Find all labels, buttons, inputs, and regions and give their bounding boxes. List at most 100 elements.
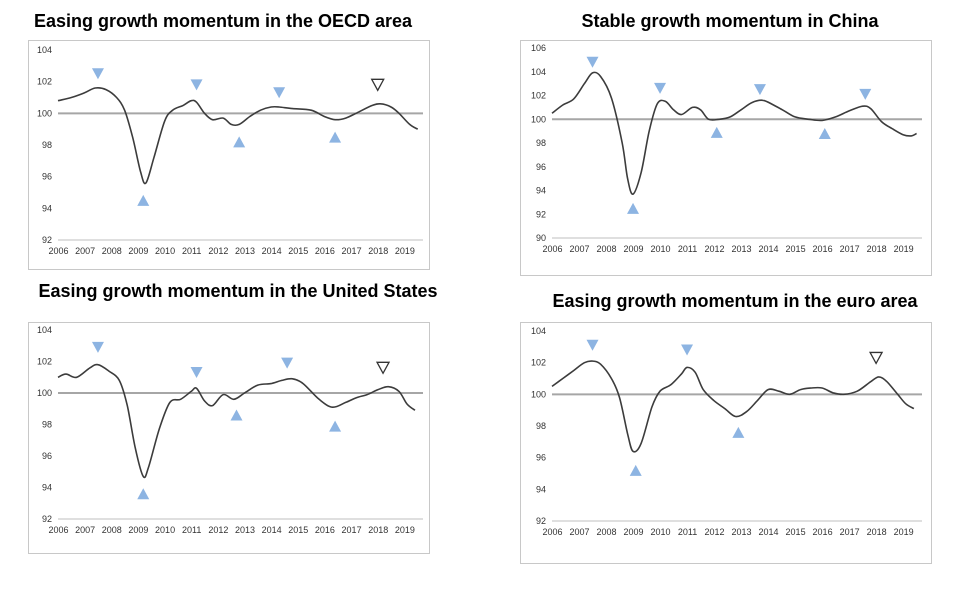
y-tick-label: 90 (536, 233, 546, 243)
x-tick-label: 2009 (128, 525, 148, 535)
peak-marker-down-triangle (868, 351, 884, 365)
x-tick-label: 2015 (288, 525, 308, 535)
x-tick-label: 2013 (235, 246, 255, 256)
x-tick-label: 2013 (732, 244, 752, 254)
x-tick-label: 2010 (651, 244, 671, 254)
chart-svg: 92 94 96 98 100 102 104 2006 2007 2008 2009 2010 201… (37, 325, 423, 535)
x-tick-label: 2019 (395, 246, 415, 256)
x-tick-label: 2015 (288, 246, 308, 256)
y-tick-label: 104 (37, 45, 52, 55)
x-tick-label: 2017 (840, 244, 860, 254)
x-tick-label: 2012 (208, 246, 228, 256)
x-tick-label: 2010 (651, 527, 671, 537)
x-tick-label: 2008 (102, 525, 122, 535)
x-tick-label: 2013 (732, 527, 752, 537)
x-tick-label: 2013 (235, 525, 255, 535)
x-tick-label: 2019 (395, 525, 415, 535)
peak-marker-down-triangle (281, 357, 294, 369)
chart-title: Stable growth momentum in China (581, 11, 879, 31)
x-tick-label: 2017 (342, 246, 362, 256)
x-tick-label: 2014 (262, 246, 282, 256)
y-tick-label: 100 (37, 388, 52, 398)
y-tick-label: 92 (42, 235, 52, 245)
x-tick-label: 2009 (624, 244, 644, 254)
y-tick-label: 104 (531, 326, 546, 336)
trough-marker-up-triangle (137, 194, 150, 206)
y-tick-label: 102 (37, 357, 52, 367)
trough-marker-up-triangle (732, 426, 745, 438)
x-tick-label: 2007 (569, 527, 589, 537)
x-tick-label: 2015 (786, 244, 806, 254)
x-tick-label: 2011 (678, 244, 697, 254)
trough-marker-up-triangle (329, 131, 342, 143)
x-tick-label: 2012 (705, 244, 725, 254)
peak-marker-down-triangle (753, 84, 766, 96)
trough-marker-up-triangle (137, 488, 150, 500)
series-line (551, 71, 917, 195)
x-tick-label: 2012 (208, 525, 228, 535)
peak-marker-down-triangle (586, 56, 599, 68)
x-tick-label: 2006 (542, 244, 562, 254)
x-tick-label: 2018 (368, 525, 388, 535)
x-tick-label: 2015 (786, 527, 806, 537)
trough-marker-up-triangle (230, 409, 243, 421)
x-tick-label: 2018 (368, 246, 388, 256)
x-tick-label: 2008 (596, 527, 616, 537)
x-tick-label: 2012 (705, 527, 725, 537)
peak-marker-down-triangle (190, 79, 203, 91)
chart-panel-china: Stable growth momentum in China 90 92 94 96… (520, 8, 940, 276)
x-tick-label: 2008 (102, 246, 122, 256)
trough-marker-up-triangle (329, 420, 342, 432)
y-tick-label: 100 (37, 108, 52, 118)
trough-marker-up-triangle (233, 136, 246, 148)
chart-svg: 92 94 96 98 100 102 104 2006 2007 2008 2009 2010 201… (37, 45, 423, 256)
peak-marker-down-triangle (91, 341, 104, 353)
chart-panel-euro: Easing growth momentum in the euro area … (520, 282, 960, 564)
peak-marker-down-triangle (273, 87, 286, 99)
peak-marker-down-triangle (375, 361, 391, 375)
peak-marker-down-triangle (654, 82, 667, 94)
y-tick-label: 98 (42, 140, 52, 150)
chart-title: Easing growth momentum in the euro area (552, 291, 918, 311)
y-tick-label: 102 (37, 77, 52, 87)
y-tick-label: 104 (37, 325, 52, 335)
x-tick-label: 2016 (315, 525, 335, 535)
y-tick-label: 92 (536, 209, 546, 219)
x-tick-label: 2019 (894, 527, 914, 537)
y-tick-label: 104 (531, 67, 546, 77)
x-tick-label: 2017 (840, 527, 860, 537)
y-tick-label: 94 (42, 203, 52, 213)
chart-panel-oecd: Easing growth momentum in the OECD area … (28, 8, 448, 270)
peak-marker-down-triangle (586, 339, 599, 351)
x-tick-label: 2014 (759, 527, 779, 537)
trough-marker-up-triangle (629, 464, 642, 476)
chart-title: Easing growth momentum in the United Sta… (38, 281, 438, 301)
x-tick-label: 2019 (894, 244, 914, 254)
y-tick-label: 92 (536, 516, 546, 526)
chart-svg: 92 94 96 98 100 102 104 2006 2007 2008 2009 2010 201… (531, 326, 922, 537)
y-tick-label: 94 (536, 186, 546, 196)
chart-panel-us: Easing growth momentum in the United Sta… (28, 282, 448, 554)
trough-marker-up-triangle (818, 128, 831, 139)
x-tick-label: 2007 (569, 244, 589, 254)
y-tick-label: 98 (536, 138, 546, 148)
y-tick-label: 96 (42, 451, 52, 461)
x-tick-label: 2017 (342, 525, 362, 535)
peak-marker-down-triangle (190, 367, 203, 379)
series-line (57, 87, 419, 185)
x-tick-label: 2018 (867, 527, 887, 537)
x-tick-label: 2007 (75, 246, 95, 256)
x-tick-label: 2006 (542, 527, 562, 537)
peak-marker-down-triangle (370, 78, 385, 92)
peak-marker-down-triangle (681, 344, 694, 356)
x-tick-label: 2016 (813, 527, 833, 537)
y-tick-label: 94 (42, 483, 52, 493)
chart-svg: 90 92 94 96 98 100 102 104 106 2006 2007 2008 2009 20… (531, 43, 922, 254)
peak-marker-down-triangle (859, 88, 872, 100)
y-tick-label: 98 (42, 420, 52, 430)
y-tick-label: 102 (531, 358, 546, 368)
x-tick-label: 2009 (624, 527, 644, 537)
x-tick-label: 2016 (813, 244, 833, 254)
x-tick-label: 2016 (315, 246, 335, 256)
x-tick-label: 2010 (155, 246, 175, 256)
